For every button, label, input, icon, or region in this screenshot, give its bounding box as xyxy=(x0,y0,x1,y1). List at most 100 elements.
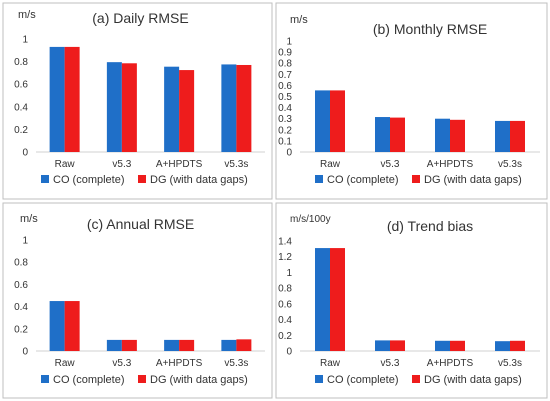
x-tick-label: A+HPDTS xyxy=(427,159,474,170)
bar-co-ahpdts xyxy=(164,66,180,152)
y-tick-label: 1 xyxy=(22,35,28,46)
bar-dg-raw xyxy=(64,46,80,152)
y-tick-label: 0 xyxy=(22,347,28,358)
y-tick-label: 0.1 xyxy=(278,136,292,147)
legend-label-dg: DG (with data gaps) xyxy=(424,174,522,186)
y-tick-label: 0.3 xyxy=(278,114,292,125)
x-tick-label: A+HPDTS xyxy=(427,358,474,369)
legend-label-dg: DG (with data gaps) xyxy=(150,174,248,186)
legend-swatch-dg xyxy=(412,175,420,183)
y-tick-label: 0 xyxy=(22,148,28,159)
bar-dg-ahpdts xyxy=(179,70,195,152)
y-tick-label: 0.8 xyxy=(14,258,28,269)
legend: CO (complete) DG (with data gaps) xyxy=(41,374,248,386)
y-tick-label: 0.6 xyxy=(14,80,28,91)
y-tick-label: 0.5 xyxy=(278,92,292,103)
x-tick-label: v5.3 xyxy=(112,159,131,170)
x-tick-label: v5.3 xyxy=(381,358,400,369)
x-tick-label: Raw xyxy=(320,358,341,369)
chart-panel-c: (c) Annual RMSE m/s 0 0.2 0.4 0.6 0.8 1 Raw v5.3 A… xyxy=(2,202,273,399)
y-tick-label: 1 xyxy=(286,37,292,48)
bar-dg-v53 xyxy=(390,117,405,152)
bar-dg-v53 xyxy=(121,339,137,351)
bar-dg-v53s xyxy=(510,120,525,152)
y-tick-label: 0.7 xyxy=(278,70,292,81)
legend-label-co: CO (complete) xyxy=(53,374,125,386)
chart-panel-d: (d) Trend bias m/s/100y 0 0.2 0.4 0.6 0.8 1 1.2 1… xyxy=(275,202,548,399)
x-tick-label: Raw xyxy=(320,159,341,170)
bar-co-v53 xyxy=(106,62,122,152)
y-tick-label: 1 xyxy=(286,268,292,279)
y-tick-label: 0 xyxy=(286,148,292,159)
bar-dg-raw xyxy=(330,90,345,152)
legend-swatch-co xyxy=(41,375,49,383)
unit-label: m/s xyxy=(18,9,36,21)
panel-frame xyxy=(2,202,273,399)
x-tick-label: Raw xyxy=(55,358,76,369)
chart-title: (a) Daily RMSE xyxy=(92,10,188,26)
bar-dg-v53s xyxy=(510,340,525,351)
unit-label: m/s xyxy=(20,213,38,225)
x-tick-label: v5.3s xyxy=(224,358,248,369)
legend-swatch-dg xyxy=(412,375,420,383)
y-tick-label: 0.6 xyxy=(278,299,292,310)
y-tick-label: 0.2 xyxy=(278,331,292,342)
chart-panel-a: (a) Daily RMSE m/s 0 0.2 0.4 0.6 0.8 1 Raw v5.3 A+… xyxy=(2,2,273,200)
legend: CO (complete) DG (with data gaps) xyxy=(315,374,522,386)
unit-label: m/s/100y xyxy=(290,214,331,225)
x-tick-label: v5.3s xyxy=(498,358,522,369)
bar-dg-ahpdts xyxy=(450,340,465,351)
y-tick-label: 0.8 xyxy=(278,59,292,70)
y-tick-label: 0.6 xyxy=(278,81,292,92)
y-tick-label: 0.4 xyxy=(278,103,292,114)
bar-co-raw xyxy=(49,46,65,152)
y-tick-label: 0.2 xyxy=(14,324,28,335)
legend-label-co: CO (complete) xyxy=(327,374,399,386)
bar-dg-v53 xyxy=(121,63,137,152)
bar-dg-v53 xyxy=(390,340,405,351)
y-tick-label: 0.9 xyxy=(278,48,292,59)
bar-co-raw xyxy=(315,248,330,351)
y-tick-label: 0.4 xyxy=(14,102,28,113)
y-tick-label: 1.2 xyxy=(278,252,292,263)
y-tick-label: 1 xyxy=(22,236,28,247)
y-tick-label: 0.8 xyxy=(278,284,292,295)
bar-co-raw xyxy=(49,301,65,351)
bar-co-ahpdts xyxy=(164,339,180,351)
bar-co-v53 xyxy=(375,117,390,152)
bar-co-v53s xyxy=(221,339,237,351)
bar-co-v53s xyxy=(495,341,510,351)
y-tick-label: 0.2 xyxy=(14,125,28,136)
x-tick-label: v5.3s xyxy=(498,159,522,170)
bar-dg-v53s xyxy=(236,64,252,152)
legend-label-co: CO (complete) xyxy=(327,174,399,186)
bar-dg-v53s xyxy=(236,339,252,351)
legend-swatch-dg xyxy=(138,375,146,383)
legend-label-co: CO (complete) xyxy=(53,174,125,186)
chart-panel-b: (b) Monthly RMSEm/s00.10.20.30.40.50.60.… xyxy=(275,2,548,200)
bar-co-v53s xyxy=(221,64,237,152)
unit-label: m/s xyxy=(290,14,308,26)
chart-title: (b) Monthly RMSE xyxy=(373,21,487,37)
bar-co-v53s xyxy=(495,120,510,152)
legend-swatch-co xyxy=(315,175,323,183)
bar-dg-ahpdts xyxy=(179,339,195,351)
legend-label-dg: DG (with data gaps) xyxy=(424,374,522,386)
bar-dg-ahpdts xyxy=(450,119,465,152)
legend-label-dg: DG (with data gaps) xyxy=(150,374,248,386)
y-tick-label: 0.2 xyxy=(278,125,292,136)
y-tick-label: 0 xyxy=(286,347,292,358)
legend-swatch-dg xyxy=(138,175,146,183)
bar-co-ahpdts xyxy=(435,340,450,351)
y-tick-label: 0.6 xyxy=(14,280,28,291)
legend: CO (complete) DG (with data gaps) xyxy=(41,174,248,186)
bar-co-raw xyxy=(315,90,330,152)
x-tick-label: A+HPDTS xyxy=(156,358,203,369)
x-tick-label: v5.3 xyxy=(112,358,131,369)
bar-co-ahpdts xyxy=(435,118,450,152)
x-tick-label: v5.3s xyxy=(224,159,248,170)
bar-co-v53 xyxy=(375,340,390,351)
x-tick-label: v5.3 xyxy=(381,159,400,170)
y-tick-label: 1.4 xyxy=(278,237,292,248)
